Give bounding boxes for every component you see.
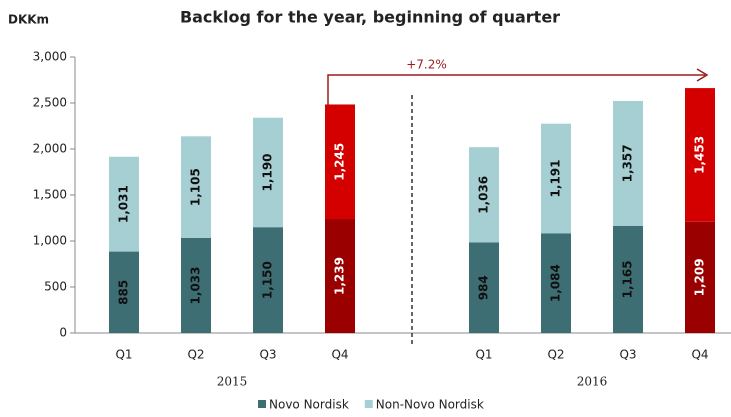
annotation-arrow [327, 74, 705, 105]
legend-label: Novo Nordisk [269, 398, 349, 412]
bar-segment [253, 227, 283, 333]
data-label: 1,105 [189, 168, 203, 206]
bar-segment [541, 123, 571, 234]
bar-segment [685, 221, 715, 333]
y-tick-label: 3,000 [33, 50, 67, 64]
legend-label: Non-Novo Nordisk [376, 398, 484, 412]
bar-segment [613, 100, 643, 226]
x-tick-label: Q2 [187, 348, 204, 362]
bar-segment [613, 225, 643, 333]
x-tick-label: Q1 [475, 348, 492, 362]
legend-swatch [258, 400, 266, 408]
bar-segment [109, 251, 139, 333]
data-label: 1,165 [621, 260, 635, 298]
annotation: +7.2% [406, 58, 447, 72]
x-tick-label: Q3 [259, 348, 276, 362]
y-tick-label: 1,000 [33, 234, 67, 248]
bar-segment [253, 117, 283, 228]
bar-segment [325, 219, 355, 333]
bar-segment [325, 104, 355, 220]
chart-title: Backlog for the year, beginning of quart… [180, 8, 560, 27]
data-label: 1,191 [549, 160, 563, 198]
data-label: 1,031 [117, 185, 131, 223]
data-label: 1,453 [693, 136, 707, 174]
data-label: 984 [477, 275, 491, 300]
bar-segment [469, 242, 499, 333]
data-label: 1,239 [333, 257, 347, 295]
y-tick-label: 500 [44, 280, 67, 294]
x-tick-label: Q4 [691, 348, 708, 362]
data-label: 1,036 [477, 176, 491, 214]
y-tick-label: 2,000 [33, 142, 67, 156]
y-tick-label: 0 [59, 326, 67, 340]
group-label: 2015 [217, 375, 248, 389]
x-tick-label: Q3 [619, 348, 636, 362]
bar-segment [685, 88, 715, 222]
data-label: 1,209 [693, 258, 707, 296]
data-label: 1,245 [333, 143, 347, 181]
data-label: 1,033 [189, 266, 203, 304]
y-tick-label: 1,500 [33, 188, 67, 202]
bar-segment [181, 237, 211, 333]
x-tick-label: Q4 [331, 348, 348, 362]
y-unit: DKKm [8, 13, 49, 27]
y-tick-label: 2,500 [33, 96, 67, 110]
data-label: 1,190 [261, 153, 275, 191]
data-label: 1,150 [261, 261, 275, 299]
x-tick-label: Q1 [115, 348, 132, 362]
data-label: 885 [117, 280, 131, 305]
bar-segment [469, 147, 499, 243]
bar-segment [181, 136, 211, 238]
bar-segment [109, 156, 139, 252]
group-label: 2016 [577, 375, 608, 389]
legend-swatch [364, 400, 373, 408]
data-label: 1,357 [621, 144, 635, 182]
bar-segment [541, 233, 571, 333]
x-tick-label: Q2 [547, 348, 564, 362]
data-label: 1,084 [549, 264, 563, 302]
annotation-arrowhead [696, 68, 709, 82]
